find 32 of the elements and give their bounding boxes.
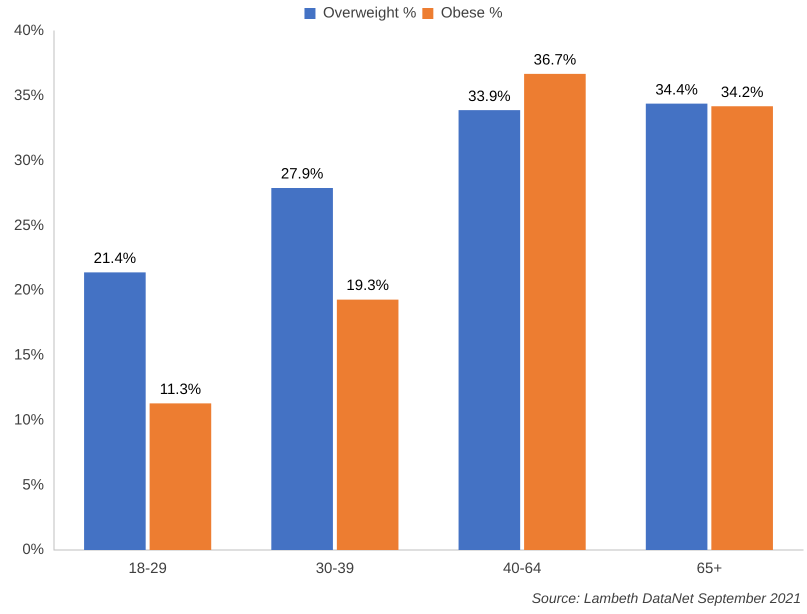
bar bbox=[524, 74, 586, 550]
y-tick-label: 40% bbox=[14, 22, 44, 40]
x-tick-label: 40-64 bbox=[502, 560, 542, 578]
bar bbox=[84, 272, 146, 550]
y-tick-label: 35% bbox=[14, 87, 44, 104]
data-label: 27.9% bbox=[280, 166, 324, 183]
data-label: 19.3% bbox=[346, 277, 389, 294]
bar bbox=[458, 110, 520, 550]
y-tick-label: 5% bbox=[22, 476, 44, 494]
y-tick-label: 15% bbox=[14, 346, 44, 364]
bar bbox=[271, 188, 333, 550]
x-tick-label: 18-29 bbox=[128, 560, 167, 578]
legend-label: Obese % bbox=[440, 4, 503, 22]
data-label: 11.3% bbox=[160, 381, 202, 398]
y-tick-label: 25% bbox=[14, 216, 44, 234]
data-label: 33.9% bbox=[468, 88, 511, 105]
bar bbox=[336, 300, 398, 550]
y-tick-label: 10% bbox=[14, 411, 44, 428]
y-tick-label: 0% bbox=[22, 541, 44, 558]
data-label: 36.7% bbox=[534, 51, 576, 68]
bar bbox=[646, 104, 708, 550]
y-tick-label: 30% bbox=[14, 152, 44, 169]
data-label: 21.4% bbox=[94, 250, 136, 267]
data-label: 34.2% bbox=[720, 84, 764, 101]
x-tick-label: 65+ bbox=[696, 560, 722, 578]
source-note: Source: Lambeth DataNet September 2021 bbox=[532, 590, 801, 606]
legend-label: Overweight % bbox=[322, 4, 416, 22]
data-label: 34.4% bbox=[655, 81, 698, 98]
y-tick-label: 20% bbox=[14, 282, 44, 299]
bar bbox=[711, 106, 773, 550]
bar bbox=[150, 403, 212, 550]
x-tick-label: 30-39 bbox=[316, 560, 354, 578]
